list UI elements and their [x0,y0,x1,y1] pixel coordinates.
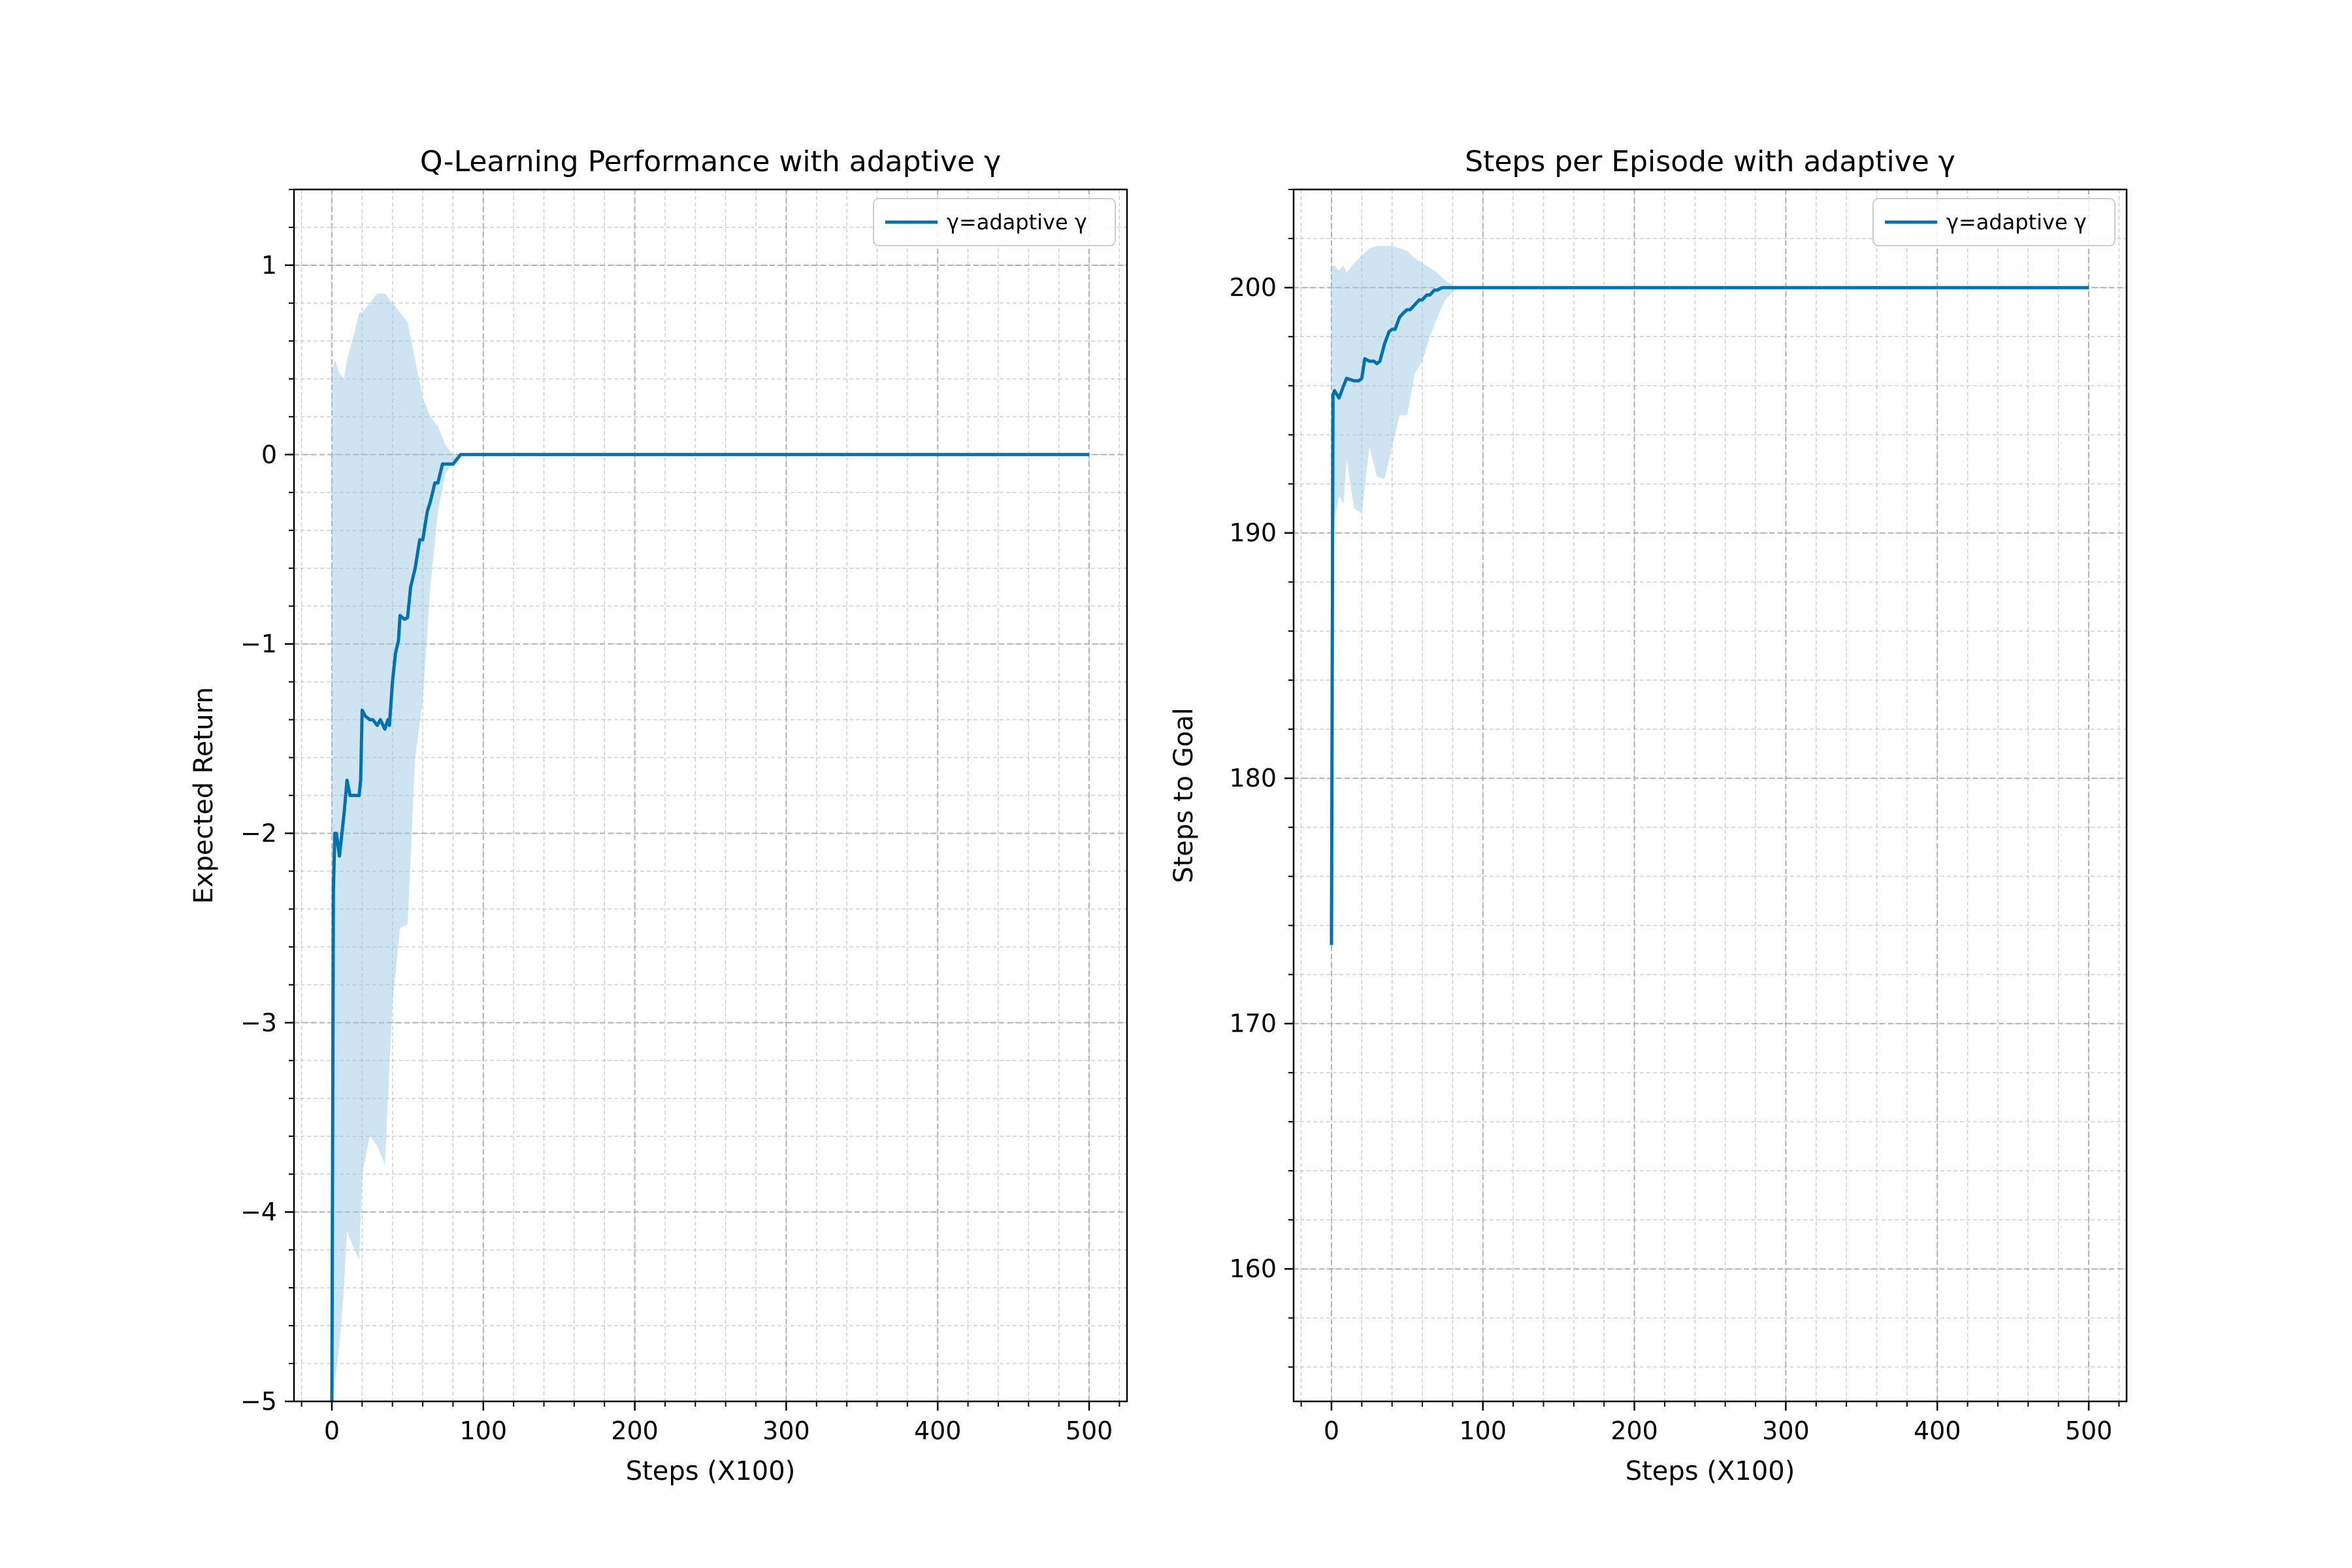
x-tick-label: 500 [1066,1416,1113,1445]
y-tick-label: 1 [261,251,277,280]
y-tick-label: 180 [1229,764,1277,792]
plot-frame [1292,188,2128,1403]
x-tick-label: 0 [324,1416,340,1445]
x-tick-label: 500 [2065,1416,2113,1445]
y-tick-label: 0 [261,440,277,469]
x-tick-label: 200 [611,1416,659,1445]
confidence-band [331,293,461,1401]
y-tick-label: −1 [240,630,277,659]
x-tick-label: 100 [460,1416,508,1445]
series-line [330,453,1090,1402]
y-tick-label: 190 [1229,519,1277,547]
legend: γ=adaptive γ [1872,198,2115,246]
series-line [1330,286,2089,945]
y-tick-label: 200 [1229,273,1277,302]
x-tick-label: 300 [1762,1416,1810,1445]
legend-box [873,198,1116,246]
x-tick-label: 400 [914,1416,962,1445]
x-tick-label: 100 [1460,1416,1507,1445]
y-tick-label: −3 [240,1008,277,1037]
x-tick-label: 400 [1914,1416,1961,1445]
chart-title: Q-Learning Performance with adaptive γ [420,145,1001,178]
y-axis-label: Expected Return [189,687,219,904]
y-tick-label: 170 [1229,1009,1277,1038]
x-tick-label: 0 [1324,1416,1339,1445]
x-axis-label: Steps (X100) [626,1456,796,1486]
y-tick-label: −4 [240,1198,277,1226]
expected-return-chart: 0 100 200 300 400 500 −5 −4 −3 −2 −1 0 1 Q-Learning P… [189,145,1128,1486]
legend: γ=adaptive γ [873,198,1116,246]
steps-to-goal-chart: 0 100 200 300 400 500 160 170 180 190 200 Steps per… [1169,145,2128,1486]
y-tick-label: 160 [1229,1254,1277,1283]
legend-box [1872,198,2115,246]
y-tick-label: −5 [240,1387,277,1416]
confidence-band [1331,246,1460,533]
x-axis-label: Steps (X100) [1625,1456,1795,1486]
x-tick-label: 200 [1610,1416,1658,1445]
y-axis-label: Steps to Goal [1169,708,1199,883]
legend-label: γ=adaptive γ [1946,210,2087,235]
chart-title: Steps per Episode with adaptive γ [1465,145,1955,178]
y-tick-label: −2 [240,819,277,847]
legend-label: γ=adaptive γ [947,210,1087,235]
x-tick-label: 300 [762,1416,810,1445]
